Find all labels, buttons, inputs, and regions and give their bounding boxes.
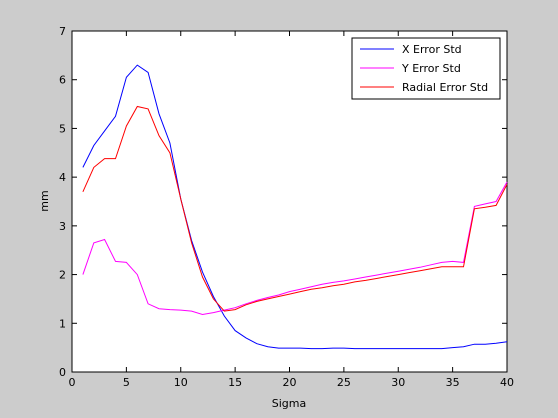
y-tick-label: 2 [59,269,66,282]
y-tick-label: 1 [59,317,66,330]
legend-label: Y Error Std [401,62,461,75]
x-tick-label: 35 [446,376,460,389]
legend-label: X Error Std [402,43,462,56]
y-tick-label: 7 [59,25,66,38]
y-tick-label: 3 [59,220,66,233]
y-axis-label: mm [38,190,51,211]
series-line-2 [82,181,508,316]
x-axis-label: Sigma [272,397,306,410]
legend: X Error Std Y Error Std Radial Error Std [351,37,501,100]
x-tick-label: 15 [228,376,242,389]
y-tick-label: 6 [59,74,66,87]
series-line-1 [82,64,508,350]
x-tick-label: 0 [69,376,76,389]
y-tick-label: 5 [59,122,66,135]
x-tick-label: 40 [500,376,514,389]
x-tick-label: 5 [123,376,130,389]
series-line-3 [82,105,508,312]
x-tick-label: 30 [391,376,405,389]
y-tick-label: 4 [59,171,66,184]
x-tick-label: 25 [337,376,351,389]
y-tick-label: 0 [59,366,66,379]
x-tick-label: 20 [283,376,297,389]
legend-label: Radial Error Std [402,81,488,94]
x-tick-label: 10 [174,376,188,389]
